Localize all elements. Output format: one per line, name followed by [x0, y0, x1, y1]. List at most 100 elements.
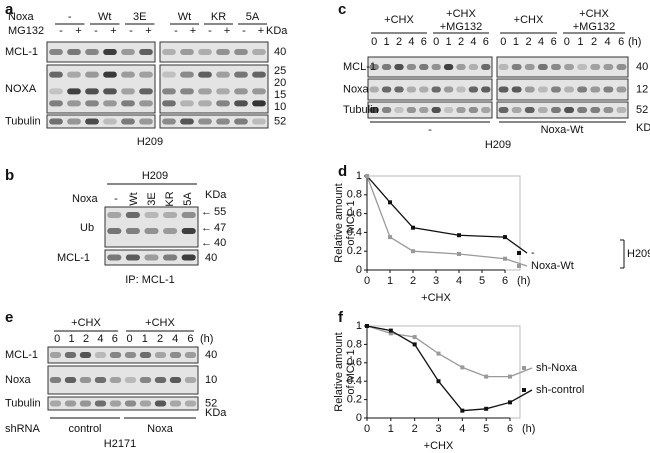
band	[603, 107, 614, 113]
band	[107, 212, 122, 218]
band	[603, 86, 614, 93]
lane-label: +	[190, 25, 196, 37]
blot	[46, 114, 156, 129]
data-point	[484, 374, 489, 379]
y-tick-label: 0.2	[347, 394, 362, 406]
band	[139, 88, 153, 95]
x-tick-label: 4	[456, 275, 462, 287]
lane-label: 6	[618, 36, 624, 48]
band	[139, 49, 153, 55]
lane-label: 2	[525, 36, 531, 48]
unit-label: KDa	[205, 189, 227, 201]
lane-label: 1	[69, 333, 75, 345]
band	[252, 88, 266, 95]
lane-label: 5A	[182, 192, 194, 206]
series-line	[366, 325, 510, 378]
x-tick-label: 3	[433, 275, 439, 287]
x-unit: (h)	[517, 275, 530, 287]
data-point	[388, 200, 392, 205]
legend-marker	[517, 264, 521, 268]
ip-label: IP: MCL-1	[125, 274, 175, 286]
band	[456, 107, 466, 113]
band	[577, 86, 588, 93]
band	[85, 71, 99, 78]
y-tick-label: 0.8	[347, 338, 362, 350]
band	[431, 64, 441, 70]
band	[139, 400, 152, 407]
y-axis-title: Relative amount	[333, 332, 345, 412]
band	[198, 88, 212, 95]
band	[85, 100, 99, 107]
data-point	[365, 174, 369, 178]
x-tick-label: 6	[507, 423, 513, 435]
band	[537, 64, 548, 70]
band	[124, 400, 137, 407]
data-point	[457, 252, 461, 257]
lane-label: 0	[127, 333, 133, 345]
x-tick-label: 5	[479, 275, 485, 287]
blot-label: Noxa	[5, 374, 32, 386]
blot	[367, 78, 493, 101]
condition-label: +CHX	[384, 14, 414, 26]
band	[85, 88, 99, 95]
band	[443, 86, 454, 93]
group-label: control	[68, 423, 101, 435]
lane-label: 2	[157, 333, 163, 345]
lane-label: 6	[483, 36, 489, 48]
unit-label: KDa	[266, 25, 288, 37]
band	[162, 118, 176, 125]
lane-label: +	[258, 25, 264, 37]
band	[419, 64, 429, 70]
condition-label: +CHX	[145, 317, 175, 329]
band	[252, 100, 266, 107]
lane-label: -	[129, 25, 133, 37]
band	[154, 377, 167, 383]
band	[109, 377, 122, 383]
band	[468, 86, 479, 93]
band	[67, 49, 81, 55]
unit-label: (h)	[628, 36, 641, 48]
cell-line: H209	[485, 139, 511, 151]
blot	[159, 41, 269, 63]
cell-line: H209	[142, 170, 168, 182]
band	[121, 100, 135, 107]
data-point	[388, 328, 393, 333]
band	[49, 118, 63, 125]
cell-line: H209	[137, 136, 163, 148]
band	[67, 71, 81, 78]
lane-label: 0	[433, 36, 439, 48]
band	[94, 352, 107, 358]
band	[162, 100, 176, 107]
band	[616, 86, 627, 93]
x-tick-label: 2	[412, 423, 418, 435]
band	[550, 64, 561, 70]
x-tick-label: 1	[388, 423, 394, 435]
band	[431, 107, 441, 113]
band	[121, 118, 135, 125]
lane-label: 2	[458, 36, 464, 48]
lane-label: -	[114, 193, 118, 205]
group-label: 3E	[133, 11, 146, 23]
blot	[367, 56, 493, 78]
lane-label: 4	[538, 36, 544, 48]
band	[94, 400, 107, 407]
band	[181, 228, 196, 234]
band	[79, 377, 92, 383]
group-label: -	[428, 124, 432, 136]
y-tick-label: 0	[356, 264, 362, 276]
x-axis-title: +CHX	[424, 440, 454, 452]
band	[139, 352, 152, 358]
band	[162, 71, 176, 78]
band	[121, 88, 135, 95]
band	[381, 86, 392, 93]
band	[481, 107, 491, 113]
lane-label: 1	[446, 36, 452, 48]
band	[109, 400, 122, 407]
lane-label: -	[174, 25, 178, 37]
data-point	[388, 331, 393, 336]
band	[511, 64, 522, 70]
band	[103, 118, 117, 125]
lane-label: 1	[577, 36, 583, 48]
blot-label: Tubulin	[343, 104, 379, 116]
blot	[496, 78, 629, 101]
